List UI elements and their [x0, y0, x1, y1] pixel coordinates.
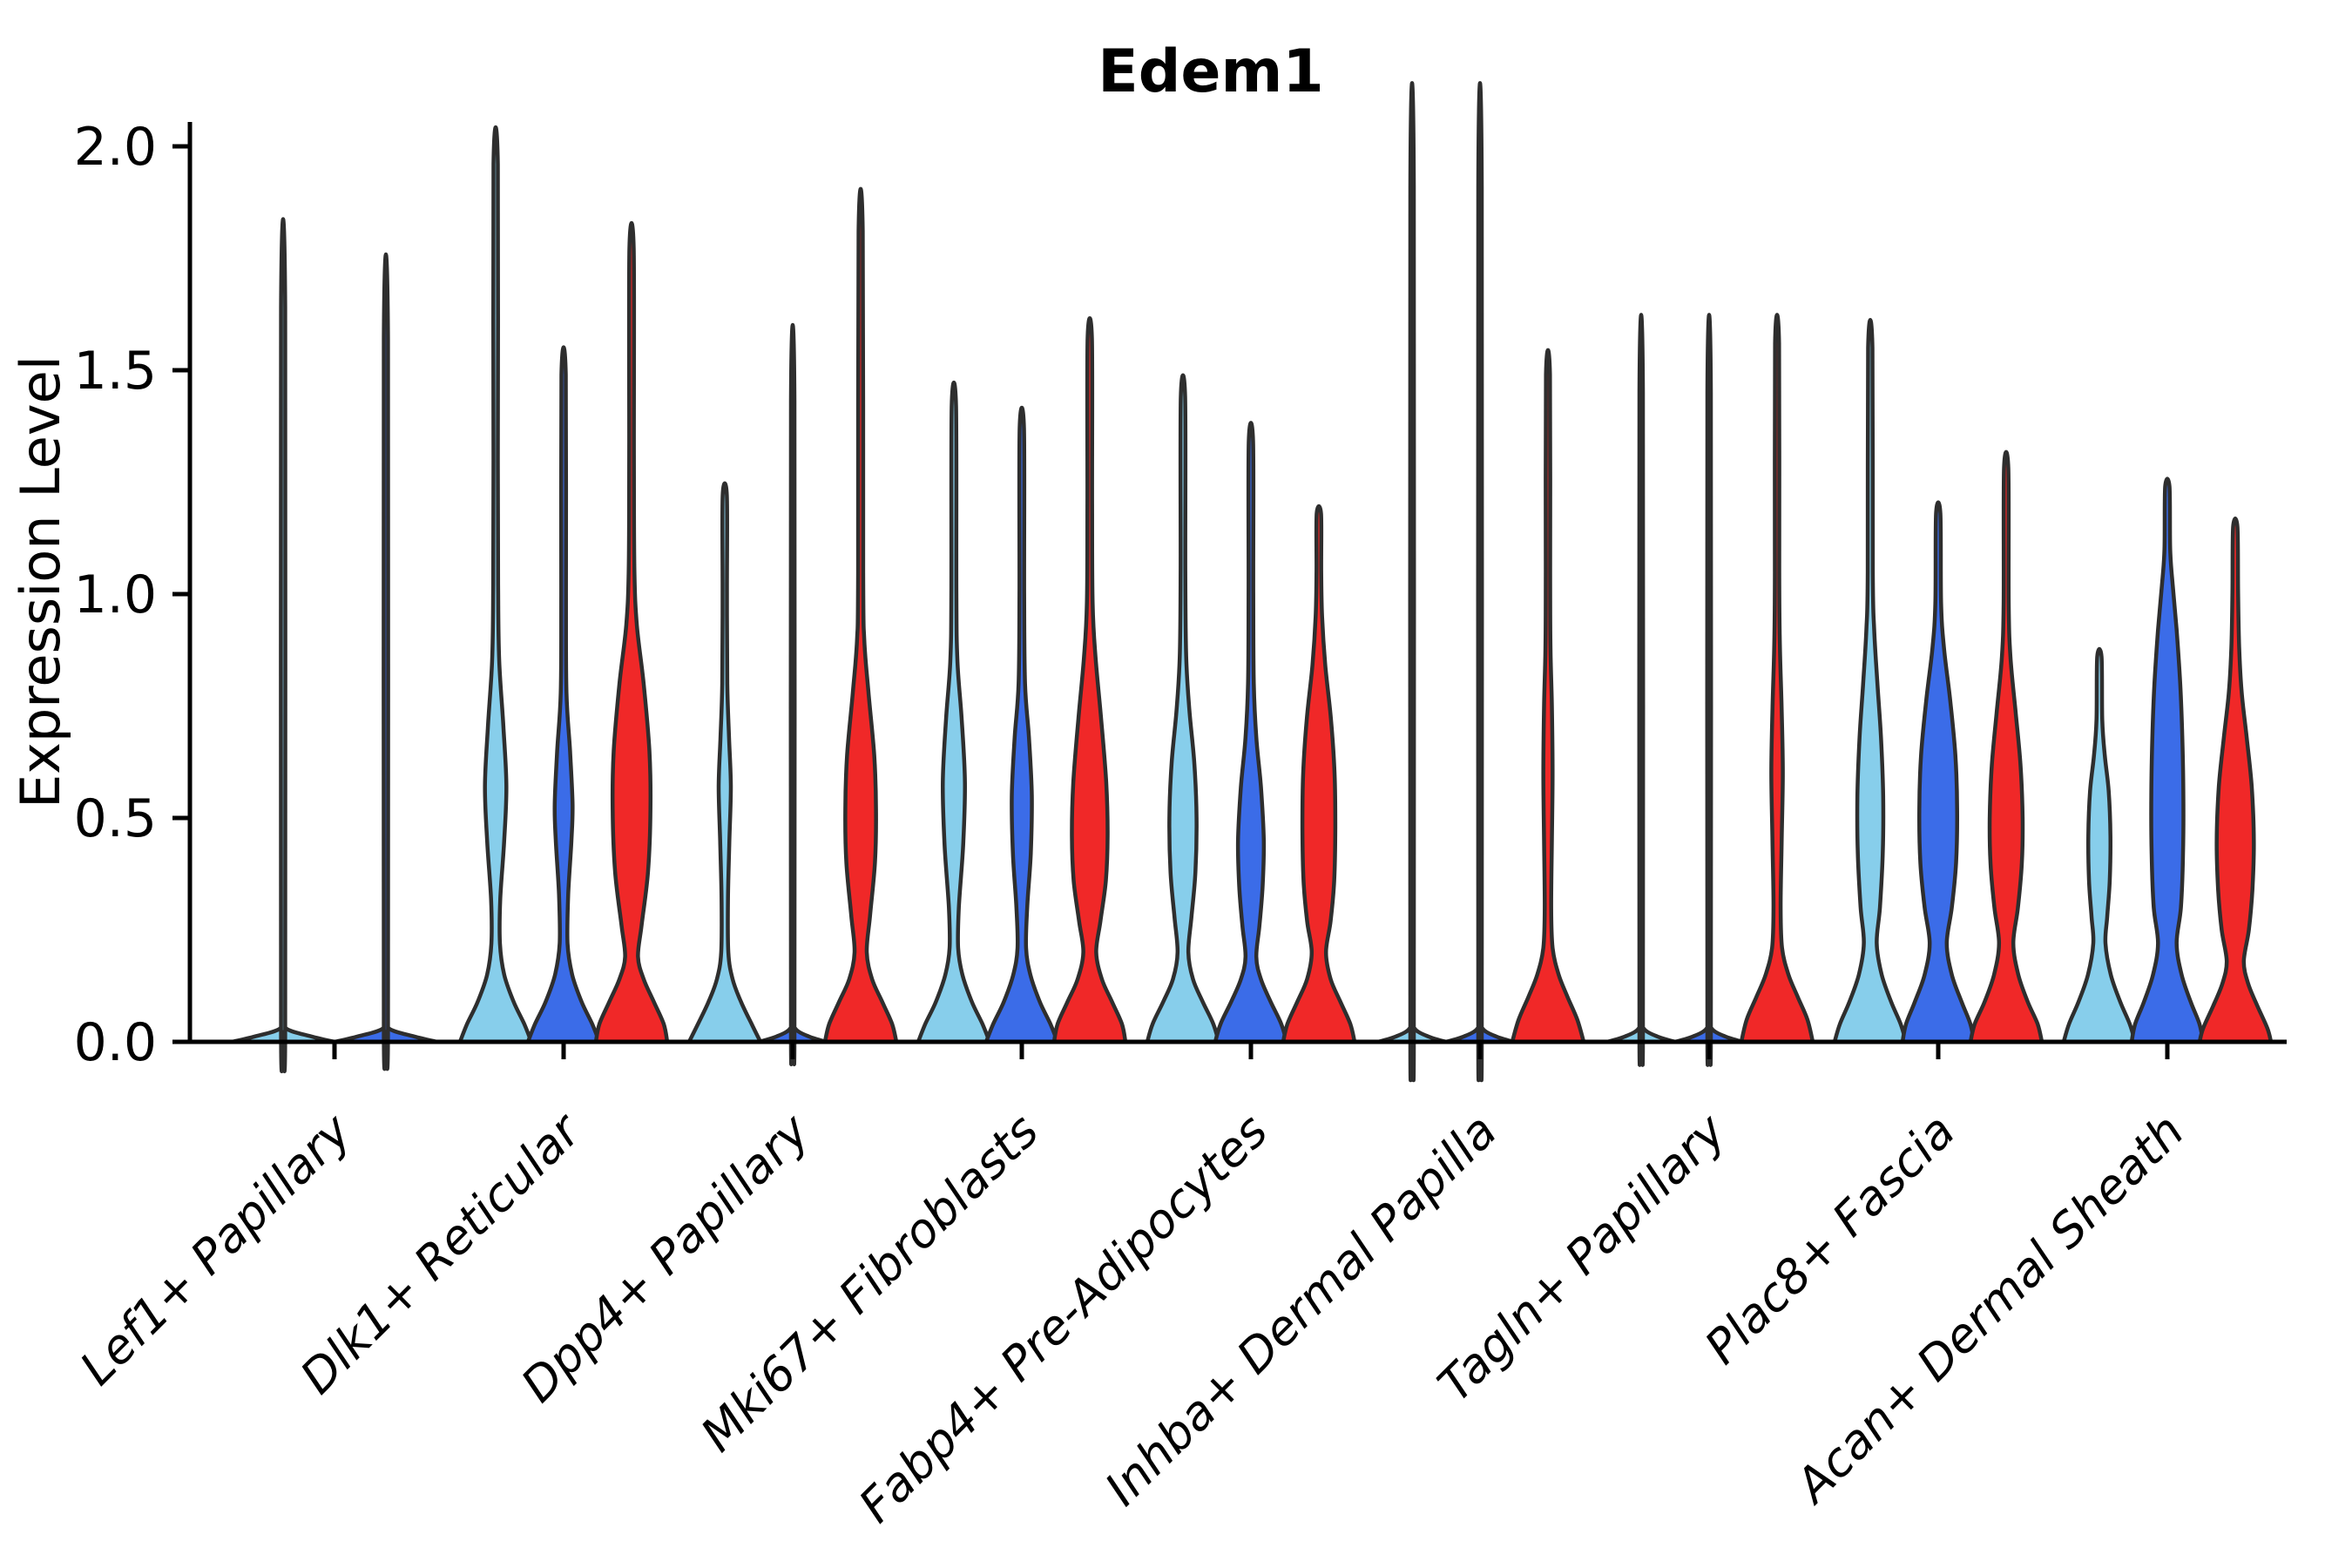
violin-dpp4-papillary-sample-1	[686, 481, 763, 1044]
violin-inhba-dermal-papilla-sample-3	[1510, 348, 1586, 1044]
violin-lef1-papillary-sample-1	[229, 217, 337, 1073]
violin-fabp4-pre-adipocytes-sample-3	[1281, 504, 1357, 1044]
violin-inhba-dermal-papilla-sample-2	[1443, 81, 1517, 1083]
x-tick-label-acan-dermal-sheath: Acan+ Dermal Sheath	[1783, 1104, 2194, 1515]
violin-acan-dermal-sheath-sample-3	[2197, 517, 2274, 1044]
violin-lef1-papillary-sample-2	[332, 253, 440, 1071]
violin-acan-dermal-sheath-sample-1	[2061, 646, 2138, 1044]
violin-plac8-fascia-sample-3	[1968, 449, 2044, 1044]
y-tick-label-0.5: 0.5	[74, 788, 157, 849]
violin-inhba-dermal-papilla-sample-1	[1375, 81, 1449, 1083]
y-tick-label-0.0: 0.0	[74, 1012, 157, 1073]
violin-tagln-papillary-sample-1	[1605, 313, 1678, 1067]
y-ticks-layer: 0.0 0.5 1.0 1.5 2.0	[74, 117, 190, 1073]
violin-fabp4-pre-adipocytes-sample-2	[1213, 421, 1289, 1044]
violin-mki67-fibroblasts-sample-2	[983, 406, 1060, 1044]
y-tick-label-2.0: 2.0	[74, 117, 157, 178]
y-tick-label-1.0: 1.0	[74, 564, 157, 625]
y-axis-label: Expression Level	[9, 355, 72, 808]
violin-dlk1-reticular-sample-1	[457, 125, 534, 1044]
y-tick-label-1.5: 1.5	[74, 341, 157, 402]
violin-tagln-papillary-sample-2	[1673, 313, 1746, 1067]
violin-fabp4-pre-adipocytes-sample-1	[1145, 373, 1221, 1044]
violin-mki67-fibroblasts-sample-3	[1051, 316, 1128, 1044]
violin-plac8-fascia-sample-1	[1832, 317, 1909, 1044]
x-tick-label-inhba-dermal-papilla: Inhba+ Dermal Papilla	[1094, 1104, 1507, 1517]
violin-tagln-papillary-sample-3	[1739, 313, 1815, 1044]
chart-title: Edem1	[1098, 37, 1323, 106]
violin-dpp4-papillary-sample-2	[756, 322, 829, 1066]
violin-acan-dermal-sheath-sample-2	[2129, 476, 2206, 1044]
violins-layer	[229, 81, 2274, 1083]
violin-plac8-fascia-sample-2	[1900, 500, 1977, 1044]
violin-dlk1-reticular-sample-2	[525, 345, 602, 1044]
violin-mki67-fibroblasts-sample-1	[916, 381, 992, 1044]
x-tick-label-fabp4-pre-adipocytes: Fabp4+ Pre-Adipocytes	[848, 1104, 1278, 1533]
violin-dpp4-papillary-sample-3	[822, 186, 899, 1044]
violin-dlk1-reticular-sample-3	[593, 220, 670, 1044]
